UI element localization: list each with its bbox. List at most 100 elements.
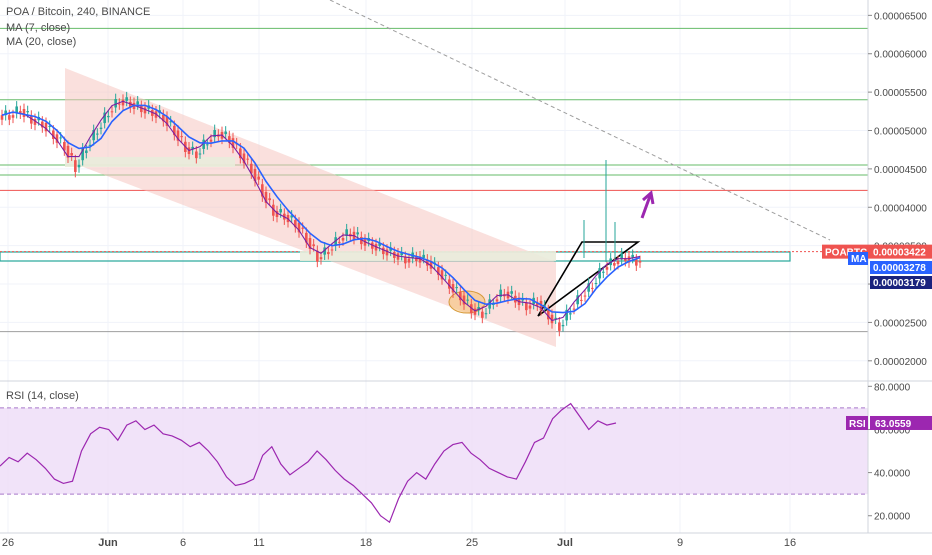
candle-body <box>253 168 257 182</box>
rsi-badge <box>846 415 868 430</box>
symbol-tag-label: POABTC <box>825 248 867 259</box>
candle-body <box>565 309 568 321</box>
candle-body <box>198 153 202 155</box>
candle-body <box>481 311 484 318</box>
candle-body <box>213 129 216 138</box>
candle-body <box>561 324 565 327</box>
candle-body <box>290 215 293 218</box>
price-tick-label: 0.00006500 <box>874 11 927 22</box>
candle-body <box>591 287 594 289</box>
candle-body <box>19 111 22 114</box>
candle-body <box>550 314 554 324</box>
candle-body <box>437 267 440 275</box>
ma-short-legend[interactable]: MA (7, close) <box>6 22 71 34</box>
candle-body <box>536 302 539 306</box>
candle-body <box>180 136 183 138</box>
candle-body <box>587 283 590 292</box>
candle-body <box>594 283 598 285</box>
candle-body <box>341 237 345 241</box>
rsi-tick-label: 20.0000 <box>874 512 911 523</box>
candle-body <box>96 133 99 135</box>
candle-body <box>26 111 29 113</box>
time-tick-label: Jul <box>557 537 573 549</box>
candle-body <box>11 115 15 118</box>
time-tick-label: 25 <box>466 537 478 549</box>
moving-averages <box>1 100 641 322</box>
rsi-line <box>0 402 617 524</box>
candle-body <box>264 191 268 203</box>
price-tick-label: 0.00002000 <box>874 357 927 368</box>
candle-body <box>440 270 444 280</box>
arrow-up-icon <box>640 195 652 219</box>
candle-body <box>598 268 601 279</box>
ma-long-legend[interactable]: MA (20, close) <box>6 36 77 48</box>
ma-badge <box>848 252 868 265</box>
ma7-tag-label: 0.00003179 <box>873 278 926 289</box>
ma20-tag-label: 0.00003278 <box>873 263 926 274</box>
candle-body <box>547 310 550 320</box>
candle-body <box>59 137 62 139</box>
candle-body <box>492 304 495 305</box>
candle-body <box>297 222 301 233</box>
candle-body <box>81 148 84 161</box>
candle-body <box>228 136 231 143</box>
candle-body <box>136 101 139 105</box>
candle-body <box>429 261 433 269</box>
ma7-tag <box>870 276 932 289</box>
candle-body <box>110 111 114 113</box>
candle-body <box>70 153 73 156</box>
candle-body <box>107 115 110 118</box>
candle-body <box>121 99 125 106</box>
candle-body <box>140 105 143 113</box>
rsi-pane <box>0 380 932 524</box>
price-tick-label: 0.00005000 <box>874 127 927 138</box>
candle-body <box>4 110 7 116</box>
price-tick-label: 0.00004000 <box>874 203 927 214</box>
candle-body <box>525 302 528 311</box>
candle-body <box>338 241 341 243</box>
candle-body <box>257 176 260 180</box>
candle-body <box>118 103 121 105</box>
candle-body <box>602 271 605 273</box>
time-tick-label: 16 <box>784 537 796 549</box>
candle-body <box>312 244 315 247</box>
support-zone-bottom <box>300 251 556 261</box>
rsi-legend[interactable]: RSI (14, close) <box>6 390 79 402</box>
time-tick-label: 9 <box>677 537 683 549</box>
support-zone-top <box>65 157 235 167</box>
candle-body <box>165 116 169 126</box>
descending-channel <box>65 68 556 347</box>
candle-body <box>470 304 473 314</box>
bottom-ellipse <box>448 290 486 314</box>
candle-body <box>466 299 469 301</box>
price-tick-label: 0.00006000 <box>874 50 927 61</box>
candle-body <box>85 150 88 154</box>
candle-body <box>426 259 429 266</box>
candle-body <box>554 317 557 319</box>
candle-body <box>239 148 242 159</box>
candle-body <box>15 106 18 114</box>
candle-body <box>616 261 620 265</box>
candle-body <box>495 299 499 302</box>
candle-body <box>191 146 194 150</box>
candle-body <box>528 305 532 309</box>
arrow-head-icon <box>642 190 655 205</box>
candle-body <box>231 138 235 148</box>
candle-body <box>224 131 227 135</box>
candle-body <box>583 295 587 297</box>
candle-body <box>477 307 480 311</box>
candle-body <box>103 112 106 124</box>
candle-body <box>444 274 447 276</box>
candle-body <box>407 258 411 263</box>
candle-body <box>455 287 458 289</box>
price-tag-label: 0.00003422 <box>873 248 926 259</box>
candle-body <box>382 247 385 255</box>
symbol-title[interactable]: POA / Bitcoin, 240, BINANCE <box>6 6 151 18</box>
grid <box>0 0 868 533</box>
candle-body <box>261 184 264 197</box>
candle-body <box>41 121 44 128</box>
candle-body <box>8 115 11 120</box>
